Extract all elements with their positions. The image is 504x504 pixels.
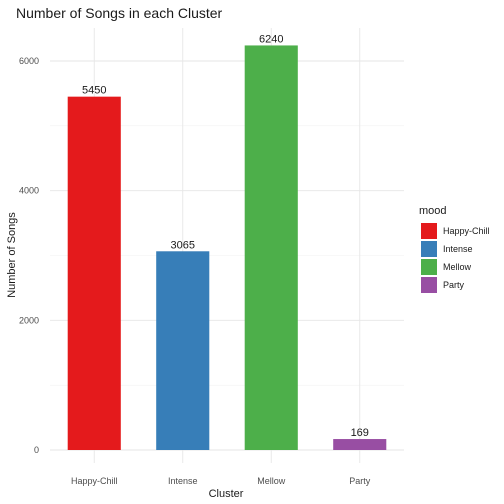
x-axis-title: Cluster <box>209 488 244 500</box>
x-tick-label: Happy-Chill <box>71 476 118 486</box>
y-tick-label: 2000 <box>19 315 39 325</box>
data-label: 6240 <box>259 33 283 45</box>
legend: mood Happy-Chill Intense Mellow Party <box>419 205 490 293</box>
legend-label: Mellow <box>443 262 472 272</box>
y-tick-label: 0 <box>34 445 39 455</box>
y-axis-ticks: 0 2000 4000 6000 <box>19 56 39 455</box>
bar-party <box>333 439 387 450</box>
y-axis-title: Number of Songs <box>6 212 18 298</box>
legend-key-intense <box>421 241 437 257</box>
legend-label: Happy-Chill <box>443 226 490 236</box>
x-axis-ticks: Happy-Chill Intense Mellow Party <box>71 476 371 486</box>
y-tick-label: 4000 <box>19 186 39 196</box>
legend-label: Party <box>443 280 465 290</box>
legend-key-mellow <box>421 259 437 275</box>
legend-label: Intense <box>443 244 473 254</box>
y-tick-label: 6000 <box>19 56 39 66</box>
bar-intense <box>156 251 210 450</box>
legend-key-happy-chill <box>421 223 437 239</box>
data-label: 169 <box>351 427 369 439</box>
chart-title: Number of Songs in each Cluster <box>16 5 223 21</box>
data-labels: 5450 3065 6240 169 <box>82 33 369 439</box>
bar-happy-chill <box>67 96 121 451</box>
bar-mellow <box>244 45 298 450</box>
x-tick-label: Intense <box>168 476 198 486</box>
legend-key-party <box>421 277 437 293</box>
x-tick-label: Party <box>349 476 371 486</box>
bars <box>67 45 387 451</box>
x-tick-label: Mellow <box>257 476 286 486</box>
legend-title: mood <box>419 205 447 217</box>
data-label: 5450 <box>82 85 106 97</box>
data-label: 3065 <box>171 239 195 251</box>
